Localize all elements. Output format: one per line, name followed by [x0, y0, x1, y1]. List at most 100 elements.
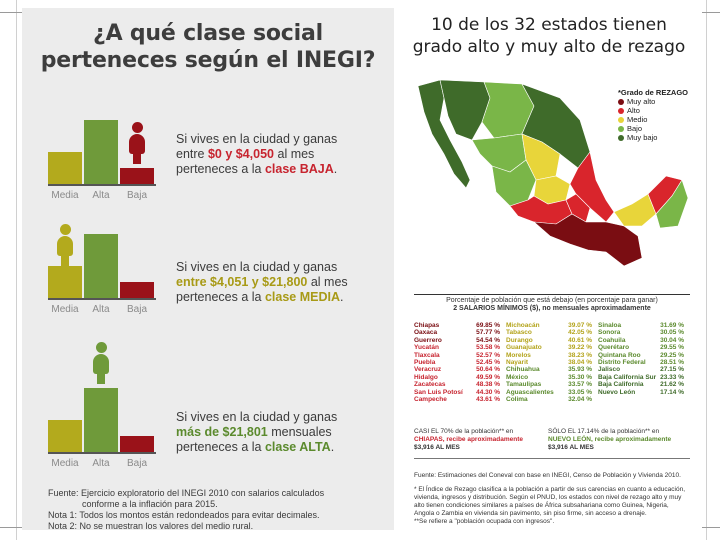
- class-description: Si vives en la ciudad y ganas más de $21…: [176, 410, 386, 455]
- table-row: Chiapas 69.85 %: [414, 322, 504, 329]
- table-row: Campeche 43.61 %: [414, 396, 504, 403]
- table-row: Oaxaca 57.77 %: [414, 329, 504, 336]
- state-name: Jalisco: [598, 366, 621, 374]
- footnote: * El Índice de Rezago clasifica a la pob…: [414, 486, 685, 517]
- table-column: Sinaloa 31.69 % Sonora 30.05 % Coahuila 30.04…: [598, 322, 688, 396]
- class-block-baja: Media Alta Baja Si vives en la ciudad y …: [22, 106, 394, 216]
- region-northeast: [521, 83, 591, 169]
- state-percentage: 38.23 %: [568, 351, 592, 359]
- table-row: Quintana Roo 29.25 %: [598, 352, 688, 359]
- infographic-title: ¿A qué clase social perteneces según el …: [40, 21, 376, 73]
- state-name: Oaxaca: [414, 329, 438, 337]
- source-notes: Fuente: Ejercicio exploratorio del INEGI…: [48, 488, 388, 532]
- legend-item: Muy alto: [618, 97, 698, 106]
- state-percentage: 33.05 %: [568, 388, 592, 396]
- bar-chart: Media Alta Baja: [48, 342, 172, 469]
- bar-label-media: Media: [51, 458, 79, 469]
- table-row: Baja California Sur 23.33 %: [598, 374, 688, 381]
- table-row: Guanajuato 39.22 %: [506, 344, 596, 351]
- state-percentage: 39.07 %: [568, 322, 592, 329]
- state-percentage: 69.85 %: [476, 322, 500, 329]
- table-row: Guerrero 54.54 %: [414, 337, 504, 344]
- chart-baseline: [48, 452, 156, 454]
- corner-tick-top-right: [698, 12, 720, 13]
- state-name: Nuevo León: [598, 388, 636, 396]
- legend-item: Bajo: [618, 124, 698, 133]
- table-row: San Luis Potosí 44.30 %: [414, 389, 504, 396]
- mexico-rezago-map: [417, 79, 689, 267]
- state-percentage: 54.54 %: [476, 336, 500, 344]
- table-row: Distrito Federal 28.51 %: [598, 359, 688, 366]
- desc-line: perteneces a la clase MEDIA.: [176, 290, 344, 304]
- table-row: Durango 40.61 %: [506, 337, 596, 344]
- corner-tick-bottom-right: [698, 527, 720, 528]
- bar-label-baja: Baja: [126, 190, 147, 201]
- bar-label-baja: Baja: [126, 304, 147, 315]
- state-name: Veracruz: [414, 366, 442, 374]
- state-name: Michoacán: [506, 322, 540, 329]
- state-percentage: 29.55 %: [660, 344, 684, 352]
- legend-swatch: [618, 134, 624, 141]
- desc-line: Si vives en la ciudad y ganas: [176, 132, 338, 146]
- bar-media: [48, 152, 82, 186]
- class-description: Si vives en la ciudad y ganas entre $4,0…: [176, 260, 386, 305]
- state-percentage: 44.30 %: [476, 388, 500, 396]
- corner-tick-top-left: [0, 12, 22, 13]
- table-row: Tabasco 42.05 %: [506, 329, 596, 336]
- state-name: Zacatecas: [414, 381, 446, 389]
- title-line: 10 de los 32 estados tienen: [431, 15, 667, 35]
- bar-media: [48, 420, 82, 454]
- state-percentage: 49.59 %: [476, 373, 500, 381]
- table-row: Tamaulipas 33.57 %: [506, 381, 596, 388]
- table-row: Nayarit 38.04 %: [506, 359, 596, 366]
- bar-baja: [120, 168, 154, 186]
- state-percentage: 17.14 %: [660, 388, 684, 396]
- bar-baja: [120, 282, 154, 300]
- state-percentage: 38.04 %: [568, 358, 592, 366]
- state-percentage: 32.04 %: [568, 395, 592, 403]
- map-legend: *Grado de REZAGO Muy alto Alto Medio Baj…: [618, 88, 698, 142]
- bar-chart: Media Alta Baja: [48, 220, 172, 315]
- state-percentage: 57.77 %: [476, 329, 500, 337]
- region-puebla: [565, 193, 591, 223]
- table-row: Zacatecas 48.38 %: [414, 381, 504, 388]
- state-name: Campeche: [414, 395, 447, 403]
- legend-item: Muy bajo: [618, 133, 698, 142]
- table-row: Chihuahua 35.93 %: [506, 366, 596, 373]
- state-name: Durango: [506, 336, 533, 344]
- state-percentage: 53.58 %: [476, 344, 500, 352]
- desc-line: más de $21,801 mensuales: [176, 425, 332, 439]
- chart-baseline: [48, 184, 156, 186]
- state-name: Colima: [506, 395, 528, 403]
- source-line: conforme a la inflación para 2015.: [82, 499, 218, 509]
- table-row: Jalisco 27.15 %: [598, 366, 688, 373]
- table-row: Yucatán 53.58 %: [414, 344, 504, 351]
- table-row: Veracruz 50.64 %: [414, 366, 504, 373]
- state-name: Tamaulipas: [506, 381, 542, 389]
- state-name: Tabasco: [506, 329, 532, 337]
- state-name: Aguascalientes: [506, 388, 554, 396]
- state-name: Morelos: [506, 351, 531, 359]
- state-name: Baja California Sur: [598, 373, 657, 381]
- class-block-alta: Media Alta Baja Si vives en la ciudad y …: [22, 342, 394, 484]
- state-name: San Luis Potosí: [414, 388, 463, 396]
- legend-swatch: [618, 107, 624, 114]
- table-column: Michoacán 39.07 % Tabasco 42.05 % Durango 40.…: [506, 322, 596, 403]
- source-line: Fuente: Estimaciones del Coneval con bas…: [414, 472, 681, 479]
- table-row: Hidalgo 49.59 %: [414, 374, 504, 381]
- bar-label-alta: Alta: [92, 458, 110, 469]
- bar-label-alta: Alta: [92, 190, 110, 201]
- legend-swatch: [618, 125, 624, 132]
- bar-media: [48, 266, 82, 300]
- legend-swatch: [618, 98, 624, 105]
- state-percentage: 52.45 %: [476, 358, 500, 366]
- title-line: grado alto y muy alto de rezago: [412, 37, 686, 57]
- region-veracruz: [569, 151, 615, 223]
- legend-swatch: [618, 116, 624, 123]
- state-name: Guanajuato: [506, 344, 542, 352]
- desc-line: perteneces a la clase BAJA.: [176, 162, 338, 176]
- rezago-infographic: 10 de los 32 estados tienen grado alto y…: [396, 8, 702, 530]
- rezago-title: 10 de los 32 estados tienen grado alto y…: [396, 14, 702, 58]
- legend-item: Alto: [618, 106, 698, 115]
- state-percentage: 52.57 %: [476, 351, 500, 359]
